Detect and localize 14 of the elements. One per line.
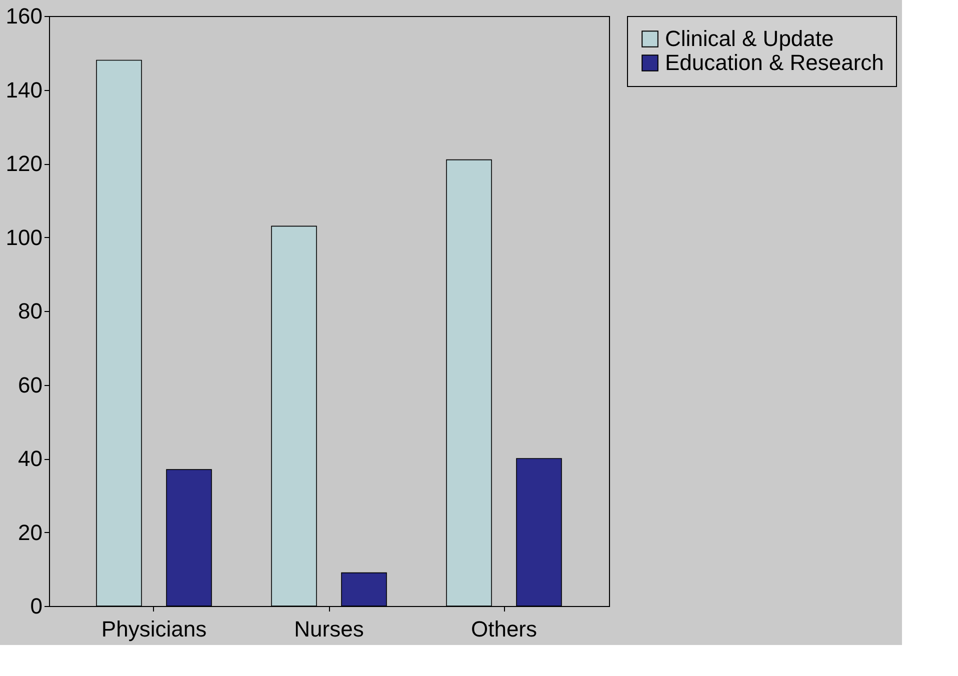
y-tick-label: 160	[6, 4, 42, 28]
y-tick-label: 0	[30, 594, 42, 618]
y-tick-label: 120	[6, 151, 42, 176]
y-tick-label: 80	[18, 298, 42, 324]
legend-label: Education & Research	[665, 50, 884, 75]
y-tick-label: 20	[18, 520, 42, 545]
x-tick-label: Physicians	[101, 616, 207, 642]
y-tick-label: 60	[18, 372, 42, 398]
x-tick-label: Nurses	[294, 616, 364, 642]
y-tick-label: 40	[18, 446, 42, 471]
y-tick-label: 100	[6, 224, 42, 250]
x-tick-label: Others	[470, 616, 538, 642]
legend-label: Clinical & Update	[665, 26, 834, 51]
y-tick-label: 140	[6, 77, 42, 102]
